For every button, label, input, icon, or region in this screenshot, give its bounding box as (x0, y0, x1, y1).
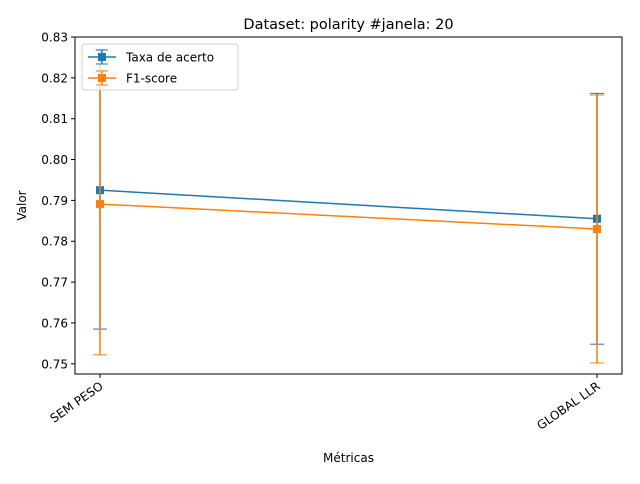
axes-frame (74, 36, 623, 375)
data-point (96, 200, 104, 209)
y-tick-label: 0.81 (41, 112, 68, 126)
axes-layer (74, 36, 623, 375)
y-tick-label: 0.75 (41, 357, 68, 371)
y-tick-label: 0.77 (41, 276, 68, 290)
y-axis-label: Valor (15, 190, 29, 220)
chart-title: Dataset: polarity #janela: 20 (243, 17, 453, 33)
legend-entry: F1-score (88, 70, 177, 86)
data-point (593, 224, 601, 233)
legend-entry: Taxa de acerto (88, 49, 214, 65)
y-tick-label: 0.76 (41, 316, 68, 330)
legend-marker (98, 74, 106, 82)
legend-label: Taxa de acerto (125, 51, 214, 65)
y-tick-label: 0.78 (41, 235, 68, 249)
series-line (99, 203, 598, 230)
legend-items: Taxa de acerto F1-score (88, 49, 214, 86)
x-axis-label: Métricas (323, 451, 374, 465)
plot-layer (93, 48, 604, 364)
series-line (99, 189, 598, 220)
legend-box (81, 43, 239, 91)
y-tick-label: 0.79 (41, 194, 68, 208)
legend-marker (98, 53, 106, 61)
y-tick-label: 0.83 (41, 31, 68, 45)
y-tick-label: 0.80 (41, 153, 68, 167)
legend: Taxa de acerto F1-score (81, 43, 239, 91)
legend-label: F1-score (126, 72, 177, 86)
series-2 (93, 69, 604, 364)
y-tick-label: 0.82 (41, 71, 68, 85)
